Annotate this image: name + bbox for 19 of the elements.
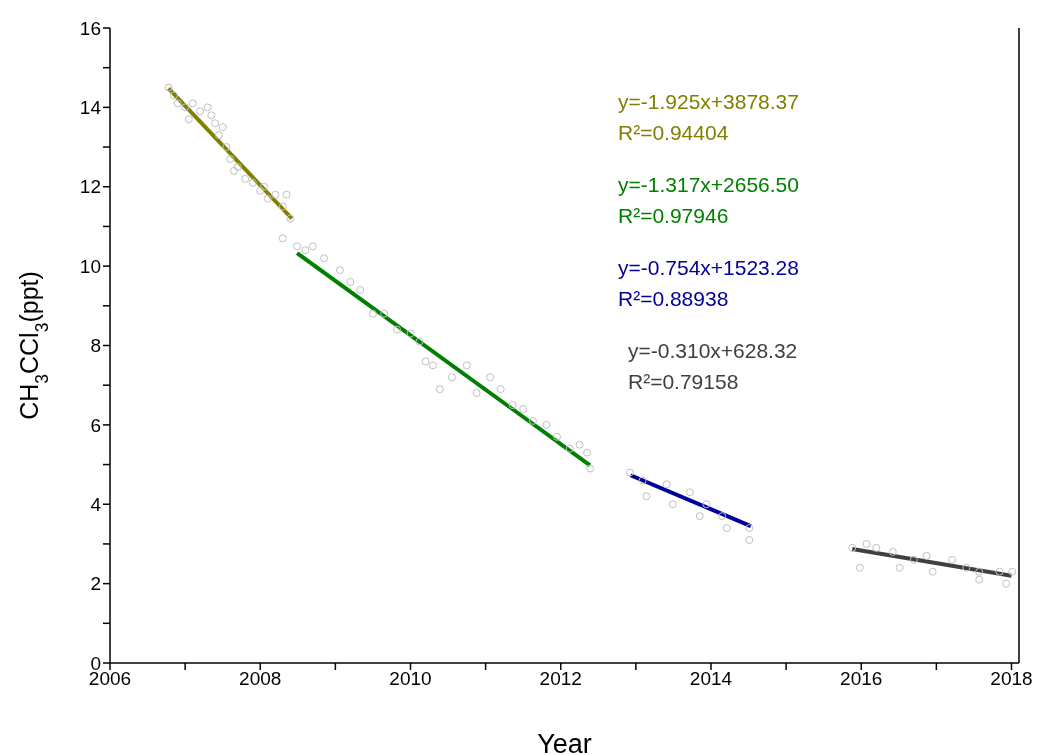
text: y=-1.317x+2656.50 R²=0.97946 bbox=[618, 172, 799, 229]
y-tick-label: 16 bbox=[79, 17, 101, 39]
y-tick-label: 14 bbox=[79, 97, 102, 119]
x-tick-label: 2010 bbox=[389, 668, 432, 690]
x-tick-label: 2014 bbox=[689, 668, 733, 690]
x-axis-title: Year bbox=[537, 729, 592, 755]
text: y=-0.310x+628.32 R²=0.79158 bbox=[628, 338, 799, 395]
y-tick-label: 6 bbox=[90, 414, 101, 436]
text: y=-1.925x+3878.37 R²=0.94404 bbox=[618, 89, 799, 146]
x-tick-label: 2016 bbox=[840, 668, 883, 690]
text: y=-0.754x+1523.28 R²=0.88938 bbox=[618, 255, 799, 312]
y-tick-label: 10 bbox=[79, 255, 101, 277]
x-tick-label: 2012 bbox=[539, 668, 582, 690]
y-tick-label: 12 bbox=[79, 176, 101, 198]
y-tick-label: 4 bbox=[90, 493, 102, 515]
y-tick-label: 8 bbox=[90, 335, 101, 357]
x-tick-label: 2008 bbox=[239, 668, 282, 690]
x-tick-label: 2018 bbox=[990, 668, 1033, 690]
y-tick-label: 2 bbox=[90, 573, 101, 595]
